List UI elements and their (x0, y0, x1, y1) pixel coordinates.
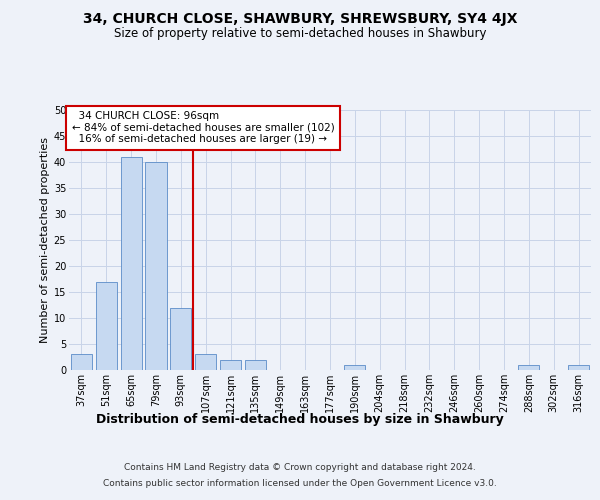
Text: Size of property relative to semi-detached houses in Shawbury: Size of property relative to semi-detach… (114, 28, 486, 40)
Text: 34 CHURCH CLOSE: 96sqm
← 84% of semi-detached houses are smaller (102)
  16% of : 34 CHURCH CLOSE: 96sqm ← 84% of semi-det… (71, 112, 334, 144)
Bar (121, 157, 142, 370)
Bar (245, 360, 266, 370)
Bar (518, 365, 539, 370)
Bar (145, 162, 167, 370)
Bar (170, 308, 191, 370)
Bar (71, 354, 92, 370)
Bar (220, 360, 241, 370)
Text: Distribution of semi-detached houses by size in Shawbury: Distribution of semi-detached houses by … (96, 412, 504, 426)
Text: Contains public sector information licensed under the Open Government Licence v3: Contains public sector information licen… (103, 479, 497, 488)
Y-axis label: Number of semi-detached properties: Number of semi-detached properties (40, 137, 50, 343)
Bar (568, 365, 589, 370)
Text: Contains HM Land Registry data © Crown copyright and database right 2024.: Contains HM Land Registry data © Crown c… (124, 462, 476, 471)
Bar (195, 354, 216, 370)
Bar (344, 365, 365, 370)
Text: 34, CHURCH CLOSE, SHAWBURY, SHREWSBURY, SY4 4JX: 34, CHURCH CLOSE, SHAWBURY, SHREWSBURY, … (83, 12, 517, 26)
Bar (96, 282, 117, 370)
